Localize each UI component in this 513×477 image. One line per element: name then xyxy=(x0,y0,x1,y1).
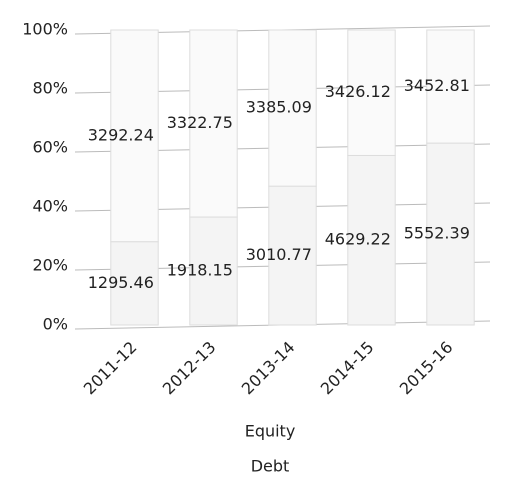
y-tick-label: 0% xyxy=(43,315,68,334)
bar xyxy=(426,29,475,144)
bar xyxy=(110,241,159,326)
data-label: 3385.09 xyxy=(246,98,312,117)
x-tick-label: 2014-15 xyxy=(317,338,378,399)
y-tick-label: 40% xyxy=(32,197,68,216)
data-label: 1918.15 xyxy=(167,261,233,280)
bar xyxy=(347,29,396,156)
data-label: 1295.46 xyxy=(88,273,154,292)
bar xyxy=(268,185,317,326)
x-tick-label: 2015-16 xyxy=(396,338,457,399)
bar xyxy=(347,154,396,326)
x-tick-label: 2011-12 xyxy=(80,338,141,399)
data-label: 3010.77 xyxy=(246,245,312,264)
x-tick-label: 2012-13 xyxy=(159,338,220,399)
bar xyxy=(189,216,238,326)
x-tick-label: 2013-14 xyxy=(238,338,299,399)
data-label: 5552.39 xyxy=(404,224,470,243)
data-label: 3452.81 xyxy=(404,76,470,95)
data-label: 3426.12 xyxy=(325,82,391,101)
bar xyxy=(189,29,238,218)
legend-label: Debt xyxy=(251,457,290,476)
bar xyxy=(110,29,159,243)
y-tick-label: 20% xyxy=(32,256,68,275)
y-tick-label: 60% xyxy=(32,138,68,157)
bar xyxy=(268,29,317,187)
bar xyxy=(426,142,475,326)
legend-label: Equity xyxy=(245,422,296,441)
y-tick-label: 100% xyxy=(22,20,68,39)
data-label: 3322.75 xyxy=(167,113,233,132)
y-tick-label: 80% xyxy=(32,79,68,98)
data-label: 3292.24 xyxy=(88,125,154,144)
data-label: 4629.22 xyxy=(325,230,391,249)
